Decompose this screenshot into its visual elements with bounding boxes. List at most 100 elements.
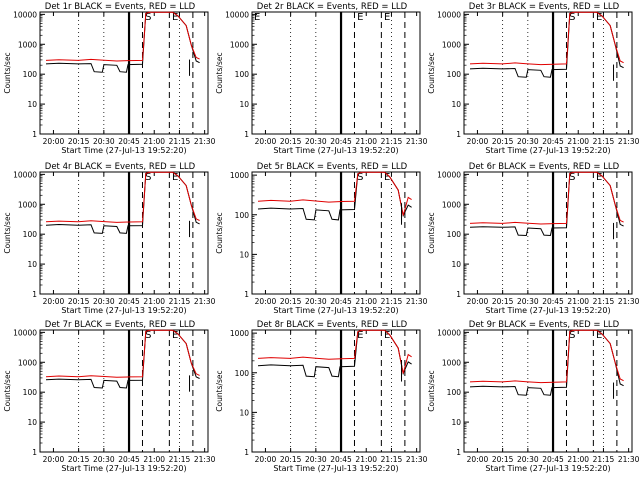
y-tick-label: 10000 bbox=[437, 10, 461, 19]
panel-title: Det 6r BLACK = Events, RED = LLD bbox=[469, 162, 620, 172]
x-tick-label: 21:15 bbox=[169, 455, 191, 464]
y-axis-label: Counts/sec bbox=[215, 52, 224, 93]
y-tick-label: 10 bbox=[239, 408, 249, 417]
y-tick-label: 1 bbox=[456, 130, 461, 139]
y-tick-label: 10 bbox=[27, 418, 37, 427]
axes-frame bbox=[251, 11, 421, 135]
x-axis-label: Start Time (27-Jul-13 19:52:20) bbox=[61, 306, 186, 315]
x-tick-label: 21:00 bbox=[143, 297, 165, 306]
x-tick-label: 20:15 bbox=[68, 455, 90, 464]
x-tick-label: 21:15 bbox=[381, 455, 403, 464]
y-tick-label: 100 bbox=[447, 388, 462, 397]
marker-label: S bbox=[145, 330, 151, 341]
x-tick-label: 21:15 bbox=[593, 137, 615, 146]
panel-det-8r: Det 8r BLACK = Events, RED = LLD 1 10 100 10… bbox=[215, 320, 428, 473]
y-tick-label: 1 bbox=[32, 448, 37, 457]
y-tick-label: 100 bbox=[235, 211, 250, 220]
x-tick-label: 21:15 bbox=[169, 137, 191, 146]
x-tick-label: 21:00 bbox=[567, 297, 589, 306]
panel-title: Det 5r BLACK = Events, RED = LLD bbox=[257, 162, 408, 172]
panel-title: Det 7r BLACK = Events, RED = LLD bbox=[45, 320, 196, 330]
panel-det-4r: Det 4r BLACK = Events, RED = LLD 1 10 100 10… bbox=[3, 162, 216, 315]
series-lld-line bbox=[469, 171, 624, 225]
marker-label: E bbox=[254, 12, 260, 23]
x-tick-label: 20:45 bbox=[542, 297, 564, 306]
y-axis-label: Counts/sec bbox=[3, 52, 12, 93]
x-tick-label: 21:30 bbox=[406, 137, 428, 146]
y-tick-label: 100 bbox=[447, 70, 462, 79]
series-lld-line bbox=[45, 11, 200, 62]
marker-label: E bbox=[172, 172, 178, 183]
axes-frame bbox=[39, 329, 209, 453]
y-tick-label: 1 bbox=[456, 290, 461, 299]
y-axis-label: Counts/sec bbox=[3, 212, 12, 253]
x-tick-label: 20:45 bbox=[542, 455, 564, 464]
x-tick-label: 20:00 bbox=[467, 297, 489, 306]
panel-title: Det 4r BLACK = Events, RED = LLD bbox=[45, 162, 196, 172]
marker-label: E bbox=[596, 172, 602, 183]
x-tick-label: 21:15 bbox=[593, 455, 615, 464]
y-tick-label: 1000 bbox=[442, 358, 461, 367]
axes-frame bbox=[463, 171, 633, 295]
panel-det-7r: Det 7r BLACK = Events, RED = LLD 1 10 100 10… bbox=[3, 320, 216, 473]
marker-label: E bbox=[384, 12, 390, 23]
x-tick-label: 20:30 bbox=[93, 455, 115, 464]
marker-label: E bbox=[384, 330, 390, 341]
x-tick-label: 20:30 bbox=[517, 455, 539, 464]
x-tick-label: 21:15 bbox=[381, 297, 403, 306]
panel-title: Det 1r BLACK = Events, RED = LLD bbox=[45, 2, 196, 12]
y-tick-label: 10 bbox=[451, 260, 461, 269]
y-axis-label: Counts/sec bbox=[427, 370, 436, 411]
series-lld-line bbox=[45, 329, 200, 378]
y-tick-label: 10 bbox=[27, 260, 37, 269]
panel-title: Det 8r BLACK = Events, RED = LLD bbox=[257, 320, 408, 330]
y-tick-label: 1000 bbox=[230, 40, 249, 49]
x-tick-label: 21:15 bbox=[381, 137, 403, 146]
x-tick-label: 20:30 bbox=[305, 297, 327, 306]
marker-label: E bbox=[596, 330, 602, 341]
y-tick-label: 10000 bbox=[13, 170, 37, 179]
x-axis-label: Start Time (27-Jul-13 19:52:20) bbox=[485, 146, 610, 155]
y-tick-label: 10000 bbox=[13, 328, 37, 337]
x-axis-label: Start Time (27-Jul-13 19:52:20) bbox=[273, 306, 398, 315]
marker-label: E bbox=[357, 330, 363, 341]
x-tick-label: 21:30 bbox=[406, 297, 428, 306]
x-tick-label: 20:00 bbox=[467, 455, 489, 464]
y-tick-label: 1 bbox=[244, 130, 249, 139]
y-tick-label: 10000 bbox=[437, 170, 461, 179]
y-axis-label: Counts/sec bbox=[427, 52, 436, 93]
y-tick-label: 1 bbox=[244, 448, 249, 457]
marker-label: S bbox=[145, 12, 151, 23]
axes-frame bbox=[39, 11, 209, 135]
y-tick-label: 10 bbox=[451, 418, 461, 427]
x-tick-label: 20:15 bbox=[68, 137, 90, 146]
panel-det-3r: Det 3r BLACK = Events, RED = LLD 1 10 100 10… bbox=[427, 2, 640, 155]
axes-frame bbox=[463, 11, 633, 135]
x-tick-label: 20:30 bbox=[517, 137, 539, 146]
x-tick-label: 20:00 bbox=[43, 455, 65, 464]
y-tick-label: 10 bbox=[239, 250, 249, 259]
x-tick-label: 20:15 bbox=[492, 455, 514, 464]
x-tick-label: 20:45 bbox=[118, 137, 140, 146]
x-tick-label: 20:30 bbox=[93, 297, 115, 306]
y-tick-label: 1000 bbox=[230, 329, 249, 338]
x-tick-label: 20:45 bbox=[542, 137, 564, 146]
x-axis-label: Start Time (27-Jul-13 19:52:20) bbox=[61, 464, 186, 473]
panel-det-5r: Det 5r BLACK = Events, RED = LLD 1 10 100 10… bbox=[215, 162, 428, 315]
marker-label: S bbox=[145, 172, 151, 183]
y-tick-label: 10 bbox=[27, 100, 37, 109]
y-axis-label: Counts/sec bbox=[427, 212, 436, 253]
y-tick-label: 10 bbox=[239, 100, 249, 109]
y-axis-label: Counts/sec bbox=[3, 370, 12, 411]
x-tick-label: 21:30 bbox=[618, 455, 640, 464]
series-lld-line bbox=[469, 329, 624, 384]
axes-frame bbox=[251, 171, 421, 295]
y-tick-label: 100 bbox=[23, 230, 38, 239]
x-axis-label: Start Time (27-Jul-13 19:52:20) bbox=[273, 464, 398, 473]
x-tick-label: 20:45 bbox=[330, 137, 352, 146]
x-tick-label: 21:30 bbox=[194, 455, 216, 464]
x-axis-label: Start Time (27-Jul-13 19:52:20) bbox=[273, 146, 398, 155]
y-tick-label: 1 bbox=[32, 290, 37, 299]
y-tick-label: 1 bbox=[456, 448, 461, 457]
panel-title: Det 2r BLACK = Events, RED = LLD bbox=[257, 2, 408, 12]
